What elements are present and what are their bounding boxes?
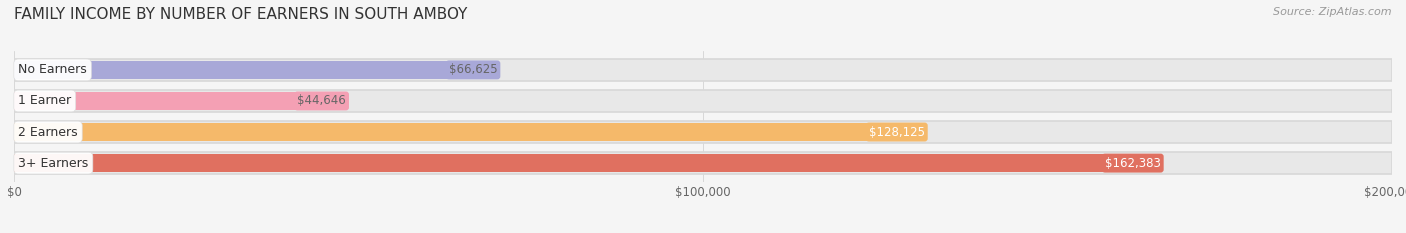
Bar (14, 121, 1392, 143)
Text: No Earners: No Earners (18, 63, 87, 76)
Text: 3+ Earners: 3+ Earners (18, 157, 89, 170)
Bar (14, 152, 1392, 174)
Text: $128,125: $128,125 (869, 126, 925, 139)
Text: $162,383: $162,383 (1105, 157, 1161, 170)
Bar (14, 59, 1392, 81)
Text: 1 Earner: 1 Earner (18, 94, 72, 107)
Text: $44,646: $44,646 (297, 94, 346, 107)
Text: 2 Earners: 2 Earners (18, 126, 77, 139)
Text: Source: ZipAtlas.com: Source: ZipAtlas.com (1274, 7, 1392, 17)
Bar (14, 154, 1133, 172)
Text: FAMILY INCOME BY NUMBER OF EARNERS IN SOUTH AMBOY: FAMILY INCOME BY NUMBER OF EARNERS IN SO… (14, 7, 467, 22)
Text: $66,625: $66,625 (449, 63, 498, 76)
Bar (14, 92, 322, 110)
Bar (14, 90, 1392, 112)
Bar (14, 61, 472, 79)
Bar (14, 123, 897, 141)
